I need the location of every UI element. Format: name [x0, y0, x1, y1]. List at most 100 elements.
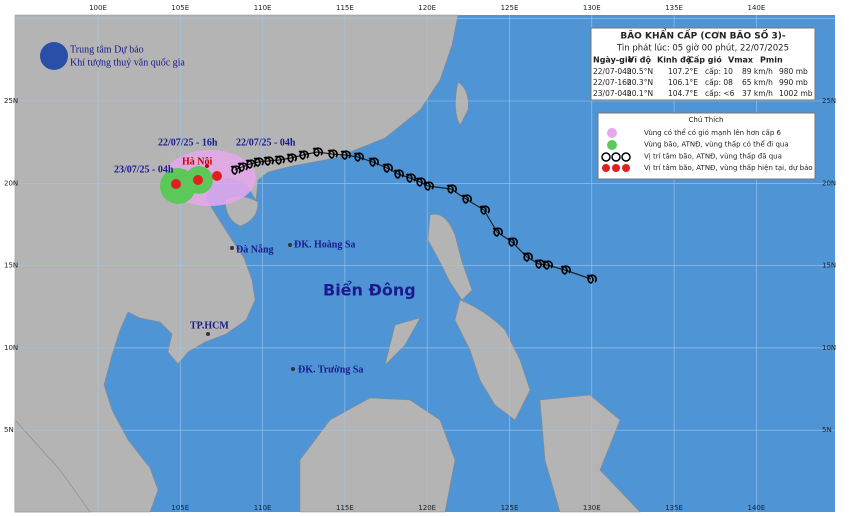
lon-label: 105E — [171, 4, 189, 12]
lat-label: 15N — [4, 262, 18, 270]
time-label: 23/07/25 - 04h — [114, 164, 174, 175]
table-cell: 89 km/h — [742, 67, 773, 76]
table-cell: cấp: 10 — [705, 67, 733, 76]
lon-label: 115E — [336, 4, 354, 12]
past-position — [286, 153, 297, 163]
city-dot — [230, 246, 234, 250]
lon-label: 135E — [665, 504, 683, 512]
legend-swatch — [622, 164, 630, 172]
logo-icon — [40, 42, 68, 70]
lat-label: 10N — [822, 344, 836, 352]
logo-text: Khí tượng thuỷ văn quốc gia — [70, 57, 185, 68]
table-cell: 20.1°N — [627, 89, 653, 98]
legend-item: Vùng có thể có gió mạnh lên hơn cấp 6 — [644, 128, 781, 137]
table-cell: 23/07-04h — [593, 89, 632, 98]
lat-label: 25N — [4, 97, 18, 105]
table-cell: cấp: 08 — [705, 78, 733, 87]
lon-label: 120E — [418, 504, 436, 512]
sea-label: Biển Đông — [323, 281, 416, 300]
table-header: Kinh độ — [657, 56, 692, 65]
lon-label: 105E — [171, 504, 189, 512]
lon-label: 125E — [501, 4, 519, 12]
past-position — [405, 173, 416, 183]
past-position — [393, 169, 404, 179]
table-cell: 104.7°E — [668, 89, 698, 98]
city-label: Đà Nẵng — [236, 244, 274, 255]
lon-label: 125E — [501, 504, 519, 512]
table-header: Vĩ độ — [628, 56, 651, 65]
table-cell: 37 km/h — [742, 89, 773, 98]
city-dot — [288, 243, 292, 247]
lon-label: 100E — [89, 4, 107, 12]
table-cell: 20.5°N — [627, 67, 653, 76]
past-position — [534, 259, 545, 269]
past-position — [507, 237, 518, 247]
past-position — [492, 227, 503, 237]
city-label: TP.HCM — [190, 320, 229, 331]
lon-label: 110E — [254, 4, 272, 12]
past-position — [340, 150, 351, 160]
table-cell: 65 km/h — [742, 78, 773, 87]
legend-item: Vùng bão, ATNĐ, vùng thấp có thể đi qua — [644, 140, 789, 149]
lon-label: 110E — [254, 504, 272, 512]
lat-label: 20N — [822, 179, 836, 187]
lon-label: 140E — [748, 504, 766, 512]
logo-text: Trung tâm Dự báo — [70, 44, 144, 55]
legend-panel — [597, 112, 816, 180]
legend: Chú Thích Vùng có thể có gió mạnh lên hơ… — [597, 112, 816, 180]
info-box: BÃO KHẨN CẤP (CƠN BÃO SỐ 3)- Tin phát lú… — [590, 27, 816, 101]
legend-swatch — [612, 164, 620, 172]
city-dot — [206, 332, 210, 336]
table-header: Vmax — [728, 56, 754, 65]
city-dot — [291, 367, 295, 371]
info-title: BÃO KHẨN CẤP (CƠN BÃO SỐ 3)- — [620, 29, 786, 42]
lat-label: 5N — [822, 426, 832, 434]
table-header: Pmin — [760, 56, 783, 65]
logo: Trung tâm Dự báo Khí tượng thuỷ văn quốc… — [40, 42, 185, 70]
storm-track — [230, 147, 597, 284]
past-position — [353, 152, 364, 162]
past-position — [586, 274, 597, 284]
table-header: Ngày-giờ — [593, 55, 634, 65]
past-position — [253, 157, 264, 167]
city-label: Hà Nội — [182, 156, 213, 167]
lat-label: 10N — [4, 344, 18, 352]
lat-label: 15N — [822, 262, 836, 270]
lon-label: 140E — [748, 4, 766, 12]
table-cell: 1002 mb — [779, 89, 813, 98]
table-cell: 106.1°E — [668, 78, 698, 87]
lon-label: 120E — [418, 4, 436, 12]
legend-swatch — [601, 152, 611, 162]
lon-label: 115E — [336, 504, 354, 512]
legend-swatch — [607, 140, 617, 150]
table-cell: cấp: <6 — [705, 89, 735, 98]
lat-label: 25N — [822, 97, 836, 105]
lon-label: 130E — [583, 4, 601, 12]
past-position — [415, 177, 426, 187]
past-position — [542, 260, 553, 270]
legend-swatch — [607, 128, 617, 138]
time-label: 22/07/25 - 04h — [236, 137, 296, 148]
past-position — [245, 159, 256, 169]
lon-label: 135E — [665, 4, 683, 12]
table-cell: 22/07-04h — [593, 67, 632, 76]
current-positions — [171, 171, 222, 189]
legend-swatch — [602, 164, 610, 172]
legend-title: Chú Thích — [689, 116, 724, 124]
past-position — [312, 147, 323, 157]
past-position — [263, 156, 274, 166]
legend-swatch — [611, 152, 621, 162]
legend-item: Vị trí tâm bão, ATNĐ, vùng thấp hiện tại… — [644, 164, 813, 172]
table-cell: 22/07-16h — [593, 78, 632, 87]
time-label: 22/07/25 - 16h — [158, 137, 218, 148]
past-position — [274, 155, 285, 165]
past-position — [446, 184, 457, 194]
table-cell: 990 mb — [779, 78, 808, 87]
past-position — [298, 150, 309, 160]
lat-label: 5N — [4, 426, 14, 434]
place-label: ĐK. Hoàng Sa — [294, 239, 355, 250]
table-cell: 980 mb — [779, 67, 808, 76]
past-position — [461, 194, 472, 204]
past-position — [230, 165, 241, 175]
